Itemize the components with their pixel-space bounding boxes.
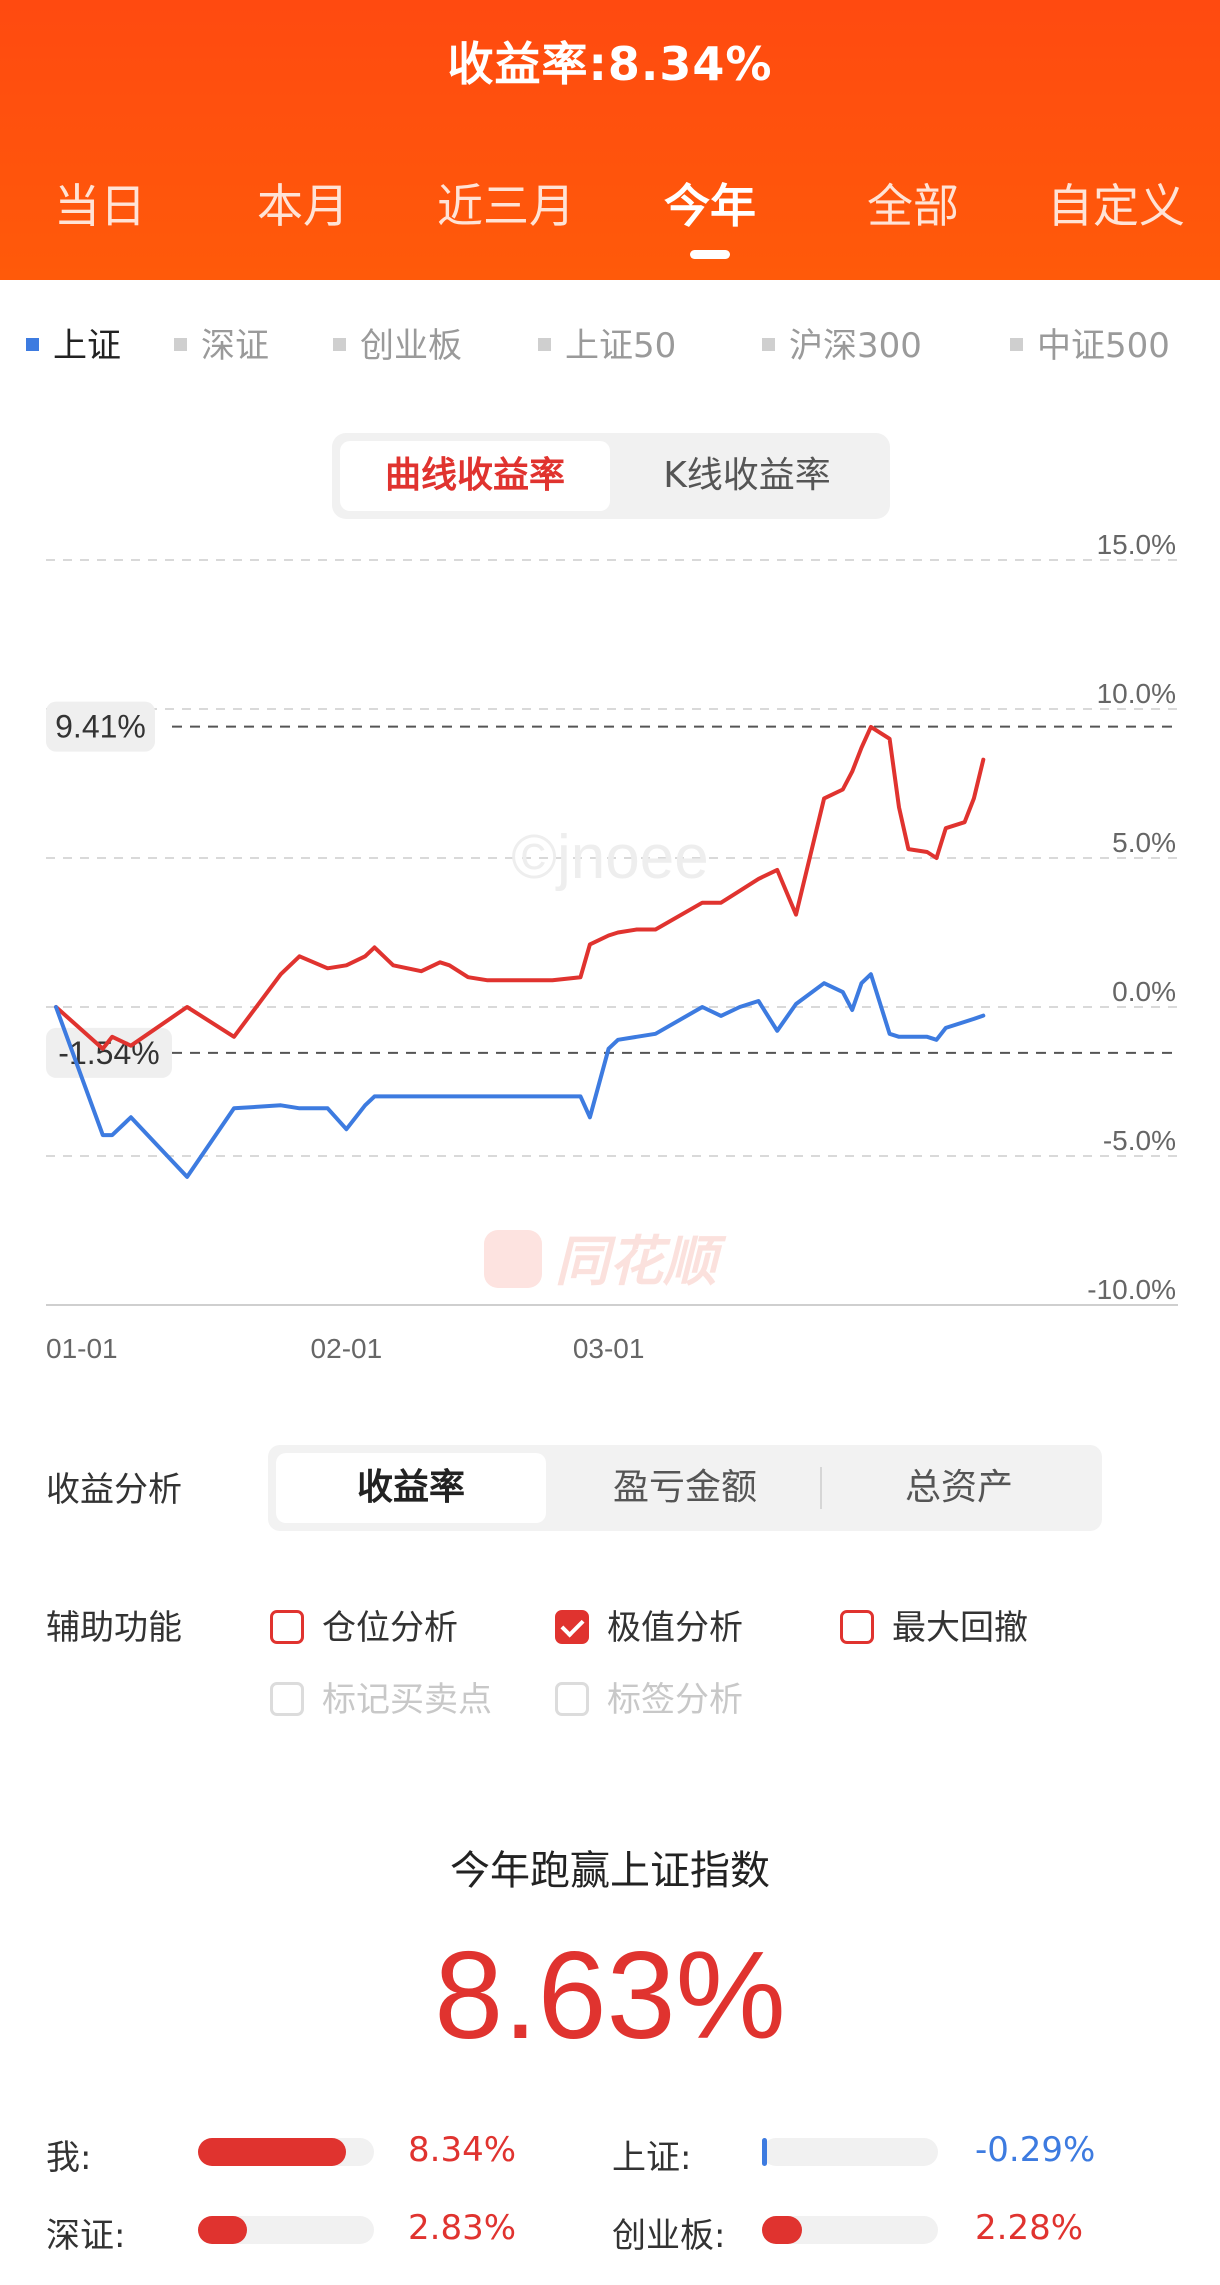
checkbox-icon <box>840 1609 874 1644</box>
y-tick-label: 0.0% <box>1112 976 1176 1007</box>
compare-value-shanghai: -0.29% <box>975 2130 1096 2170</box>
brand-watermark-text: 同花顺 <box>555 1230 727 1293</box>
extreme-analysis-checkbox[interactable]: 极值分析 <box>555 1600 743 1649</box>
checkbox-checked-icon <box>555 1609 589 1644</box>
tag-analysis-checkbox: 标签分析 <box>555 1672 743 1721</box>
compare-fill-me <box>198 2138 346 2166</box>
comparison-bars: 我: 8.34% 上证: -0.29% 深证: 2.83% 创业板: 2.28% <box>0 2130 1220 2280</box>
compare-label-me: 我: <box>46 2138 92 2178</box>
compare-label-shenzhen: 深证: <box>46 2216 126 2256</box>
position-analysis-checkbox[interactable]: 仓位分析 <box>270 1600 458 1649</box>
period-tabs: 当日 本月 近三月 今年 全部 自定义 <box>0 170 1220 240</box>
legend-item-csi300[interactable]: 沪深300 <box>762 318 922 367</box>
legend-dot-icon <box>26 338 39 351</box>
checkbox-icon <box>270 1681 304 1716</box>
header-bar: 收益率:8.34% 当日 本月 近三月 今年 全部 自定义 <box>0 0 1220 280</box>
legend-item-sse50[interactable]: 上证50 <box>538 318 676 367</box>
compare-label-shanghai: 上证: <box>612 2138 692 2178</box>
trade-points-checkbox: 标记买卖点 <box>270 1672 492 1721</box>
legend-dot-icon <box>1010 338 1023 351</box>
tab-month[interactable]: 本月 <box>257 179 349 233</box>
legend-item-shenzhen[interactable]: 深证 <box>174 318 269 367</box>
return-analysis-row: 收益分析 收益率 盈亏金额 总资产 <box>0 1440 1220 1540</box>
compare-value-shenzhen: 2.83% <box>408 2208 517 2248</box>
return-rate-button[interactable]: 收益率 <box>276 1453 546 1523</box>
aux-functions-label: 辅助功能 <box>46 1608 182 1648</box>
y-tick-label: 10.0% <box>1097 678 1176 709</box>
total-assets-button[interactable]: 总资产 <box>904 1467 1013 1508</box>
legend-item-shanghai[interactable]: 上证 <box>26 318 121 367</box>
profit-loss-button[interactable]: 盈亏金额 <box>612 1467 757 1508</box>
my-return-line <box>54 724 986 1051</box>
compare-bar-shanghai <box>762 2138 938 2166</box>
aux-functions: 辅助功能 仓位分析 极值分析 最大回撤 标记买卖点 标签分析 <box>0 1600 1220 1750</box>
chart-mode-switch: 曲线收益率 K线收益率 <box>332 433 890 519</box>
curve-return-button[interactable]: 曲线收益率 <box>340 441 610 511</box>
compare-value-me: 8.34% <box>408 2130 517 2170</box>
tab-custom[interactable]: 自定义 <box>1047 179 1185 233</box>
page-title: 收益率:8.34% <box>447 37 773 91</box>
x-tick-label: 01-01 <box>46 1333 118 1364</box>
compare-bar-me <box>198 2138 374 2166</box>
tab-today[interactable]: 当日 <box>54 179 146 233</box>
index-legend: 上证 深证 创业板 上证50 沪深300 中证500 <box>0 318 1220 378</box>
compare-bar-shenzhen <box>198 2216 374 2244</box>
return-analysis-label: 收益分析 <box>46 1470 182 1510</box>
checkbox-icon <box>270 1609 304 1644</box>
legend-item-csi500[interactable]: 中证500 <box>1010 318 1170 367</box>
tab-this-year[interactable]: 今年 <box>664 179 756 233</box>
y-tick-label: -10.0% <box>1087 1274 1176 1305</box>
kline-return-button[interactable]: K线收益率 <box>663 455 831 496</box>
active-tab-indicator <box>690 250 730 259</box>
legend-dot-icon <box>333 338 346 351</box>
segment-divider <box>820 1467 822 1509</box>
compare-label-chinext: 创业板: <box>612 2216 726 2256</box>
x-tick-label: 03-01 <box>573 1333 645 1364</box>
y-tick-label: 5.0% <box>1112 827 1176 858</box>
legend-dot-icon <box>762 338 775 351</box>
x-tick-label: 02-01 <box>311 1333 383 1364</box>
compare-fill-shanghai <box>762 2138 768 2166</box>
y-tick-label: 15.0% <box>1097 529 1176 560</box>
watermark-text: ©jnoee <box>511 823 708 892</box>
legend-dot-icon <box>174 338 187 351</box>
y-tick-label: -5.0% <box>1103 1125 1176 1156</box>
beat-index-value: 8.63% <box>434 1927 786 2065</box>
beat-index-title: 今年跑赢上证指数 <box>450 1848 770 1894</box>
legend-dot-icon <box>538 338 551 351</box>
brand-logo-icon <box>484 1230 542 1288</box>
compare-fill-chinext <box>762 2216 803 2244</box>
max-drawdown-checkbox[interactable]: 最大回撤 <box>840 1600 1028 1649</box>
checkbox-icon <box>555 1681 589 1716</box>
max-value-label: 9.41% <box>55 709 146 745</box>
tab-three-months[interactable]: 近三月 <box>437 179 575 233</box>
tab-all[interactable]: 全部 <box>867 179 959 233</box>
max-value-badge <box>46 701 155 752</box>
compare-value-chinext: 2.28% <box>975 2208 1084 2248</box>
compare-fill-shenzhen <box>198 2216 248 2244</box>
legend-item-chinext[interactable]: 创业板 <box>333 318 462 367</box>
compare-bar-chinext <box>762 2216 938 2244</box>
analysis-switch: 收益率 盈亏金额 总资产 <box>268 1445 1102 1531</box>
return-chart: 15.0% 10.0% 5.0% 0.0% -5.0% -10.0% 01-01 02-01… <box>46 529 1178 1364</box>
index-return-line <box>54 972 986 1179</box>
